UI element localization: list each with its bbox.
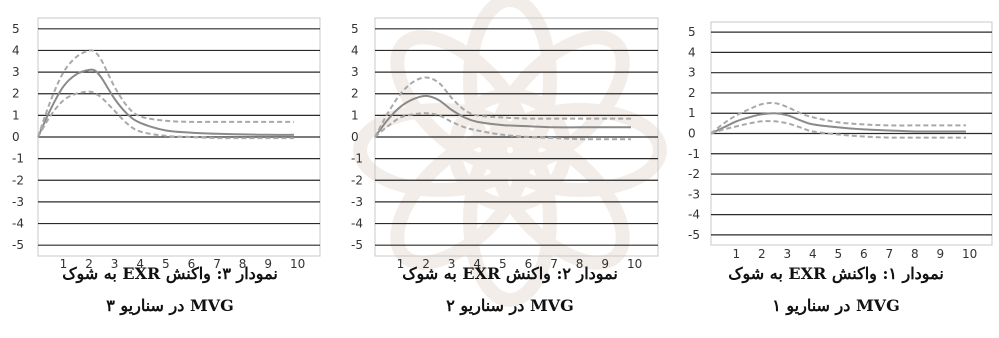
y-tick-label: 5 <box>351 22 359 36</box>
x-tick-label: 8 <box>576 257 584 271</box>
x-tick-label: 6 <box>188 257 196 271</box>
x-tick-label: 3 <box>111 257 119 271</box>
series-line-response <box>37 68 295 138</box>
x-tick-label: 7 <box>550 257 558 271</box>
y-tick-label: 2 <box>351 87 359 101</box>
series-line-response <box>374 94 631 138</box>
x-tick-label: 4 <box>473 257 481 271</box>
y-tick-label: -1 <box>12 152 24 166</box>
y-tick-label: -3 <box>12 195 24 209</box>
y-tick-label: -3 <box>351 195 363 209</box>
caption-line-2: MVG در سناریو ۳ <box>106 296 234 315</box>
x-tick-label: 9 <box>264 257 272 271</box>
y-tick-label: 3 <box>351 65 359 79</box>
x-tick-label: 3 <box>784 247 792 261</box>
series-line-upper <box>37 49 294 138</box>
x-tick-label: 8 <box>239 257 247 271</box>
caption-chart-scenario-1: نمودار ۱: واکنش EXR به شوک MVG در سناریو… <box>675 263 997 317</box>
y-tick-label: -1 <box>688 147 700 161</box>
y-tick-label: 1 <box>688 106 696 120</box>
y-tick-label: -5 <box>12 238 24 252</box>
y-tick-label: -2 <box>12 173 24 187</box>
x-tick-label: 6 <box>525 257 533 271</box>
x-tick-label: 1 <box>60 257 68 271</box>
series-line-upper <box>710 101 966 135</box>
y-tick-label: 4 <box>12 43 20 57</box>
series-line-lower <box>710 120 966 139</box>
x-tick-label: 10 <box>962 247 977 261</box>
caption-line-1: نمودار ۱: واکنش EXR به شوک <box>728 264 944 283</box>
x-tick-label: 5 <box>835 247 843 261</box>
x-tick-label: 1 <box>733 247 741 261</box>
series-line-lower <box>374 112 631 141</box>
y-tick-label: 0 <box>12 130 20 144</box>
y-tick-label: -1 <box>351 152 363 166</box>
y-tick-label: 1 <box>12 108 20 122</box>
y-tick-label: 0 <box>688 127 696 141</box>
x-tick-label: 2 <box>422 257 430 271</box>
x-tick-label: 10 <box>290 257 305 271</box>
x-tick-label: 10 <box>627 257 642 271</box>
y-tick-label: 5 <box>688 25 696 39</box>
x-tick-label: 4 <box>136 257 144 271</box>
y-tick-label: 4 <box>351 43 359 57</box>
y-tick-label: 4 <box>688 45 696 59</box>
x-tick-label: 2 <box>758 247 766 261</box>
x-tick-label: 1 <box>397 257 405 271</box>
caption-line-2: MVG در سناریو ۱ <box>772 296 900 315</box>
x-tick-label: 2 <box>85 257 93 271</box>
y-tick-label: 0 <box>351 130 359 144</box>
x-tick-label: 8 <box>911 247 919 261</box>
caption-chart-scenario-2: نمودار ۲: واکنش EXR به شوک MVG در سناریو… <box>345 263 675 317</box>
y-tick-label: 1 <box>351 108 359 122</box>
x-tick-label: 5 <box>162 257 170 271</box>
y-tick-label: -2 <box>351 173 363 187</box>
y-tick-label: -4 <box>351 217 363 231</box>
caption-line-1: نمودار ۳: واکنش EXR به شوک <box>62 264 278 283</box>
x-tick-label: 6 <box>860 247 868 261</box>
y-tick-label: -5 <box>351 238 363 252</box>
caption-chart-scenario-3: نمودار ۳: واکنش EXR به شوک MVG در سناریو… <box>5 263 335 317</box>
y-tick-label: -3 <box>688 187 700 201</box>
y-tick-label: -5 <box>688 228 700 242</box>
y-tick-label: 3 <box>12 65 20 79</box>
y-tick-label: -2 <box>688 167 700 181</box>
y-tick-label: 2 <box>688 86 696 100</box>
y-tick-label: 2 <box>12 87 20 101</box>
series-line-lower <box>37 90 294 140</box>
x-tick-label: 4 <box>809 247 817 261</box>
y-tick-label: -4 <box>12 217 24 231</box>
x-tick-label: 9 <box>601 257 609 271</box>
series-line-response <box>710 112 966 135</box>
x-tick-label: 3 <box>448 257 456 271</box>
y-tick-label: -4 <box>688 208 700 222</box>
x-tick-label: 7 <box>886 247 894 261</box>
x-tick-label: 9 <box>937 247 945 261</box>
y-tick-label: 3 <box>688 66 696 80</box>
y-tick-label: 5 <box>12 22 20 36</box>
caption-line-2: MVG در سناریو ۲ <box>446 296 574 315</box>
series-line-upper <box>374 76 632 138</box>
x-tick-label: 5 <box>499 257 507 271</box>
caption-line-1: نمودار ۲: واکنش EXR به شوک <box>402 264 618 283</box>
x-tick-label: 7 <box>213 257 221 271</box>
